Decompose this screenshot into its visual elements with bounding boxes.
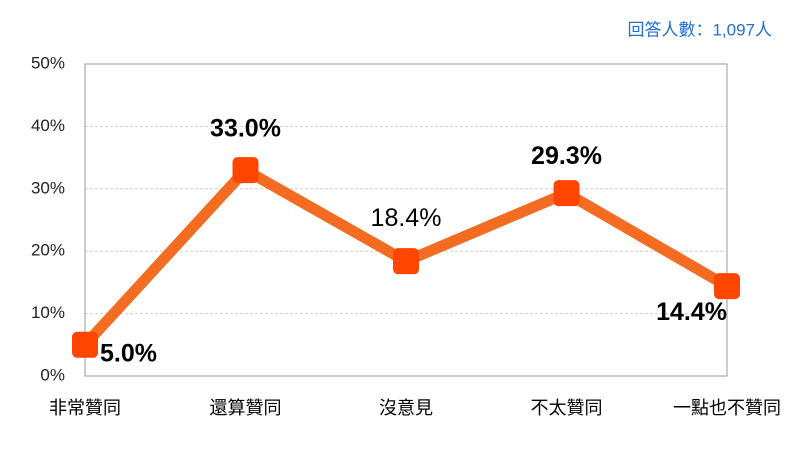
- respondent-count: 回答人數：1,097人: [627, 20, 772, 39]
- x-tick-label: 沒意見: [379, 398, 433, 418]
- x-tick-label: 一點也不贊同: [673, 398, 781, 418]
- marker: [232, 157, 259, 184]
- y-tick-label: 40%: [31, 116, 65, 135]
- marker: [72, 331, 98, 358]
- marker: [714, 273, 740, 300]
- marker: [553, 180, 580, 207]
- y-tick-label: 0%: [40, 365, 65, 384]
- data-label: 5.0%: [100, 339, 157, 367]
- y-tick-label: 30%: [31, 178, 65, 197]
- data-label: 33.0%: [210, 115, 281, 143]
- y-tick-label: 10%: [31, 303, 65, 322]
- y-tick-label: 20%: [31, 241, 65, 260]
- x-tick-label: 不太贊同: [531, 398, 603, 418]
- data-label: 18.4%: [371, 204, 442, 232]
- marker: [393, 248, 419, 275]
- plot-border: [84, 63, 728, 377]
- x-tick-label: 非常贊同: [49, 398, 121, 418]
- data-label: 14.4%: [656, 298, 727, 326]
- y-tick-label: 50%: [31, 53, 65, 72]
- x-tick-label: 還算贊同: [210, 398, 282, 418]
- data-label: 29.3%: [531, 142, 602, 170]
